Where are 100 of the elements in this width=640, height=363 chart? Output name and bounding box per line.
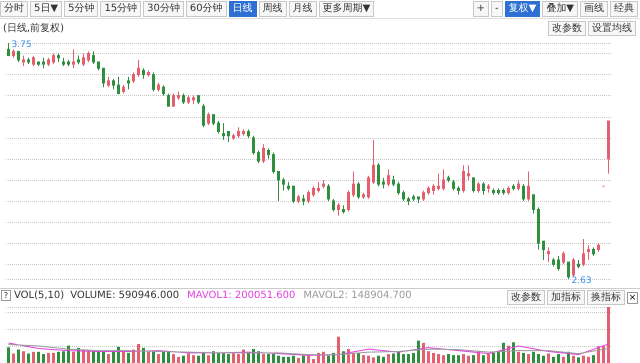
text: 周线 (258, 1, 287, 17)
bar (482, 355, 485, 363)
bar (272, 354, 275, 363)
bar (412, 352, 415, 363)
text: VOLUME: 590946.000 (70, 290, 180, 301)
annotation: 2.63 (572, 276, 592, 286)
candlestick (587, 244, 590, 261)
text: ? (1, 290, 11, 301)
bar (297, 358, 300, 363)
bar (57, 352, 60, 363)
candlestick (57, 53, 60, 62)
candlestick (177, 90, 180, 100)
bar (197, 356, 200, 363)
bar (177, 356, 180, 363)
candlestick (417, 196, 420, 204)
text: 60分钟 (186, 1, 227, 17)
bar (47, 352, 50, 363)
candlestick (207, 112, 210, 126)
bar (472, 355, 475, 363)
candlestick (137, 59, 140, 78)
bar (312, 359, 315, 363)
bar (127, 352, 130, 363)
candlestick (112, 78, 115, 90)
bar (547, 353, 550, 363)
bar (52, 352, 55, 363)
candlestick (52, 53, 55, 65)
annotation: 3.75 (12, 40, 32, 50)
bar (192, 355, 195, 363)
candlestick (572, 257, 575, 278)
candlestick (352, 171, 355, 198)
candlestick (167, 93, 170, 107)
text: + (472, 1, 489, 17)
text: 经典 (610, 1, 638, 17)
bar (37, 352, 40, 363)
candlestick (462, 164, 465, 194)
text: 改参数 (548, 21, 586, 36)
bar (307, 356, 310, 363)
candlestick (312, 186, 315, 198)
candlestick (22, 55, 25, 67)
candlestick (142, 68, 145, 80)
bar (187, 353, 190, 363)
bar (247, 352, 250, 363)
candlestick (27, 57, 30, 65)
bar (162, 352, 165, 363)
bar (102, 351, 105, 363)
candlestick (497, 188, 500, 196)
bar (202, 352, 205, 363)
candlestick (127, 76, 130, 90)
candlestick (382, 177, 385, 189)
candlestick (172, 93, 175, 107)
candlestick (87, 50, 90, 62)
bar (537, 354, 540, 363)
bar (267, 354, 270, 363)
bar (607, 307, 610, 363)
candlestick (212, 114, 215, 126)
candlestick (157, 82, 160, 92)
bar (17, 350, 20, 363)
bar (417, 340, 420, 363)
candlestick (202, 104, 205, 128)
text: × (627, 292, 638, 304)
candlestick (222, 122, 225, 140)
candlestick (12, 48, 15, 58)
candlestick (77, 55, 80, 65)
bar (227, 354, 230, 363)
candlestick (62, 57, 65, 67)
candlestick (522, 184, 525, 202)
text: MAVOL1: 200051.600 (187, 290, 296, 301)
bar (432, 352, 435, 363)
candlestick (422, 190, 425, 202)
candlestick (242, 128, 245, 136)
candlestick (447, 175, 450, 183)
candlestick (577, 260, 580, 269)
candlestick (162, 84, 165, 96)
candlestick (372, 139, 375, 185)
bar (562, 356, 565, 363)
candlestick (472, 177, 475, 194)
candlestick (92, 50, 95, 65)
text: 30分钟 (143, 1, 184, 17)
candlestick (132, 72, 135, 84)
candlestick (247, 128, 250, 138)
bar (337, 336, 340, 363)
text: - (490, 1, 503, 17)
candlestick (307, 190, 310, 204)
bar (12, 353, 15, 363)
bar (462, 354, 465, 363)
candlestick (437, 173, 440, 191)
candlestick (427, 186, 430, 196)
candlestick (552, 257, 555, 267)
candlestick (357, 182, 360, 200)
bar (527, 354, 530, 363)
bar (427, 351, 430, 363)
bar (327, 356, 330, 363)
candlestick (337, 202, 340, 216)
bar (167, 351, 170, 363)
bar (552, 356, 555, 363)
bar (372, 357, 375, 363)
candlestick (457, 186, 460, 196)
candlestick (277, 171, 280, 202)
candlestick (292, 186, 295, 204)
bar (7, 347, 10, 363)
